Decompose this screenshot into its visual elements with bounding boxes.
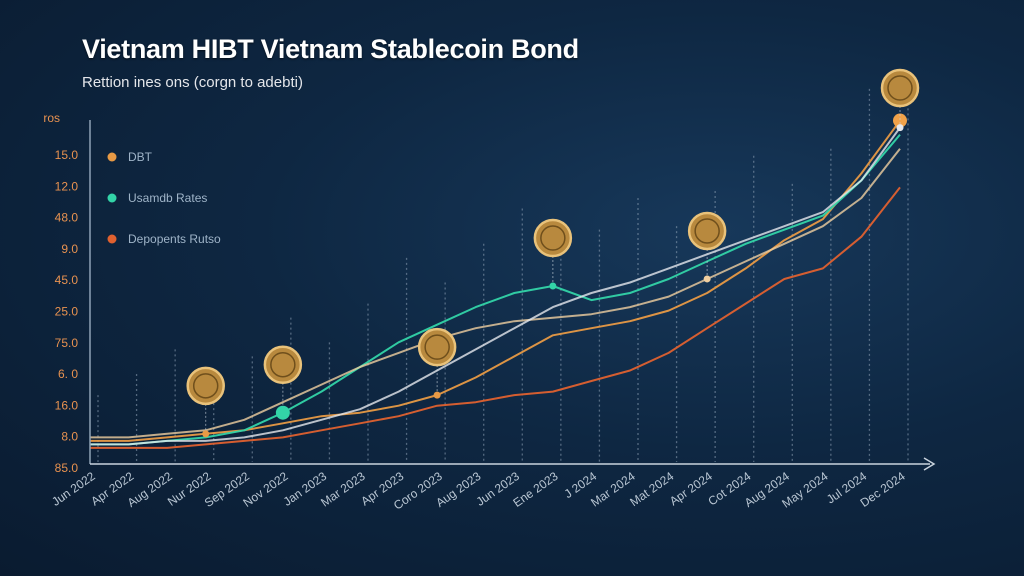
y-tick-label: 6. 0 <box>58 367 78 381</box>
y-tick-label: 16.0 <box>55 398 79 412</box>
x-tick-label: Mar 2023 <box>318 469 368 510</box>
highlight-point <box>275 405 290 420</box>
y-tick-label: 45.0 <box>55 273 79 287</box>
x-tick-label: Apr 2024 <box>667 469 715 509</box>
data-point <box>896 124 904 132</box>
coin-inner-ring <box>424 334 450 360</box>
data-point <box>703 275 711 283</box>
legend-label: Usamdb Rates <box>128 191 207 205</box>
x-axis-arrow-icon <box>923 457 936 471</box>
y-tick-label: 15.0 <box>55 148 79 162</box>
coin-inner-ring <box>192 373 219 399</box>
series-group <box>90 113 907 449</box>
legend-label: DBT <box>128 150 153 164</box>
data-point <box>433 391 441 399</box>
drop-lines-group <box>97 78 909 462</box>
y-tick-label: 12.0 <box>55 179 79 193</box>
chart-title: Vietnam HIBT Vietnam Stablecoin Bond <box>82 34 579 64</box>
y-tick-label: 75.0 <box>55 336 79 350</box>
coin-inner-ring <box>887 75 913 101</box>
series-line <box>90 127 901 446</box>
y-tick-label: 9.0 <box>61 242 78 256</box>
x-tick-label: Mat 2024 <box>627 469 676 509</box>
y-tick-label: 85.0 <box>55 461 79 475</box>
series-line <box>90 186 901 449</box>
legend: DBT Usamdb Rates Depopents Rutso <box>107 150 221 246</box>
y-tick-label: 48.0 <box>55 211 79 225</box>
legend-swatch <box>107 193 117 203</box>
coin-inner-ring <box>694 218 720 244</box>
data-point <box>202 430 210 438</box>
coin-inner-ring <box>540 225 566 251</box>
y-axis-top-label: ros <box>43 111 60 125</box>
series-line <box>90 148 901 439</box>
chart-subtitle: Rettion ines ons (corgn to adebti) <box>82 74 303 91</box>
y-ticks-group: ros 15.0 12.0 48.0 9.0 45.0 25.0 75.0 6. 0 16.0 8.… <box>43 111 78 475</box>
data-point <box>549 282 557 290</box>
series-end-point <box>893 113 907 128</box>
legend-swatch <box>107 152 117 162</box>
legend-swatch <box>107 234 117 244</box>
series-line <box>90 120 901 442</box>
y-tick-label: 25.0 <box>55 305 79 319</box>
coin-markers-group <box>186 68 920 438</box>
axes-group <box>89 120 936 471</box>
legend-label: Depopents Rutso <box>128 232 221 246</box>
coin-inner-ring <box>270 351 296 378</box>
y-tick-label: 8.0 <box>61 430 78 444</box>
series-line <box>90 133 901 446</box>
